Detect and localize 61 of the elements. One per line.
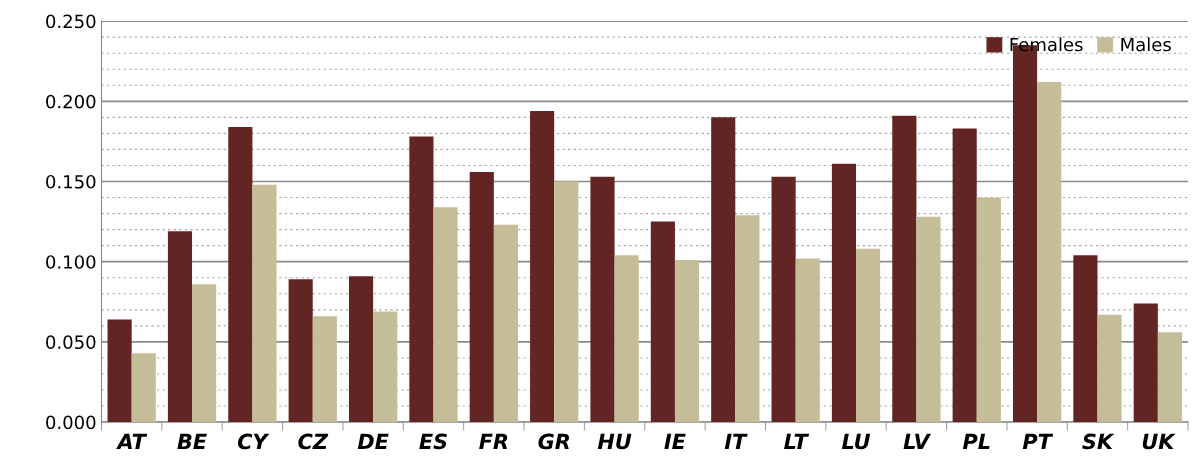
x-tick-label: CY — [237, 433, 270, 450]
y-tick-label: 0.200 — [46, 94, 96, 109]
legend-label: Males — [1121, 37, 1171, 52]
x-tick-label: PL — [962, 433, 990, 450]
x-tick-label: LU — [841, 433, 871, 450]
bar — [892, 115, 917, 423]
x-tick-label: LV — [903, 433, 932, 450]
bar — [1037, 82, 1062, 423]
x-tick-label: ES — [419, 433, 447, 450]
bar — [711, 117, 736, 423]
bar — [1157, 332, 1182, 423]
y-tick-label: 0.000 — [46, 415, 96, 430]
x-tick-label: FR — [479, 433, 508, 450]
x-tick-label: HU — [597, 433, 632, 450]
bar — [916, 216, 941, 423]
bar — [409, 136, 434, 423]
y-tick-label: 0.150 — [46, 174, 96, 189]
x-tick-label: AT — [116, 433, 148, 450]
y-tick-label: 0.250 — [46, 14, 96, 29]
x-tick-label: IE — [664, 433, 686, 450]
bar — [674, 260, 700, 423]
x-tick-label: BE — [177, 433, 207, 450]
x-tick-label: PT — [1022, 433, 1054, 450]
x-tick-label: SK — [1082, 433, 1115, 450]
bar — [433, 207, 458, 423]
bar — [373, 311, 398, 423]
bar — [1073, 255, 1098, 423]
bar — [771, 176, 796, 423]
bar — [493, 224, 518, 423]
bar — [735, 215, 760, 423]
y-tick-label: 0.100 — [46, 255, 96, 269]
bar — [831, 163, 857, 423]
bar — [976, 197, 1001, 423]
bar — [650, 221, 675, 423]
bar — [107, 319, 132, 423]
bar — [614, 255, 639, 423]
bar — [554, 181, 579, 423]
x-tick-label: UK — [1142, 433, 1176, 450]
bar — [228, 126, 253, 423]
bar — [288, 279, 313, 423]
bar — [348, 276, 374, 423]
bar — [590, 176, 615, 423]
bar — [856, 248, 881, 423]
bar — [131, 353, 156, 423]
bar — [167, 231, 193, 423]
x-tick-label: GR — [538, 433, 570, 450]
bar — [192, 284, 217, 423]
x-tick-label: IT — [724, 433, 748, 450]
bar — [795, 258, 820, 423]
x-tick-label: CZ — [298, 433, 329, 450]
bar — [469, 171, 494, 423]
legend-label: Females — [1010, 37, 1083, 52]
bar — [312, 316, 337, 423]
bar — [1097, 314, 1122, 423]
bar — [1133, 303, 1158, 423]
x-tick-label: LT — [784, 433, 810, 450]
bar — [252, 184, 277, 423]
bar — [530, 110, 555, 423]
x-tick-label: DE — [357, 433, 389, 450]
bar — [952, 128, 977, 423]
y-tick-label: 0.050 — [46, 335, 96, 350]
